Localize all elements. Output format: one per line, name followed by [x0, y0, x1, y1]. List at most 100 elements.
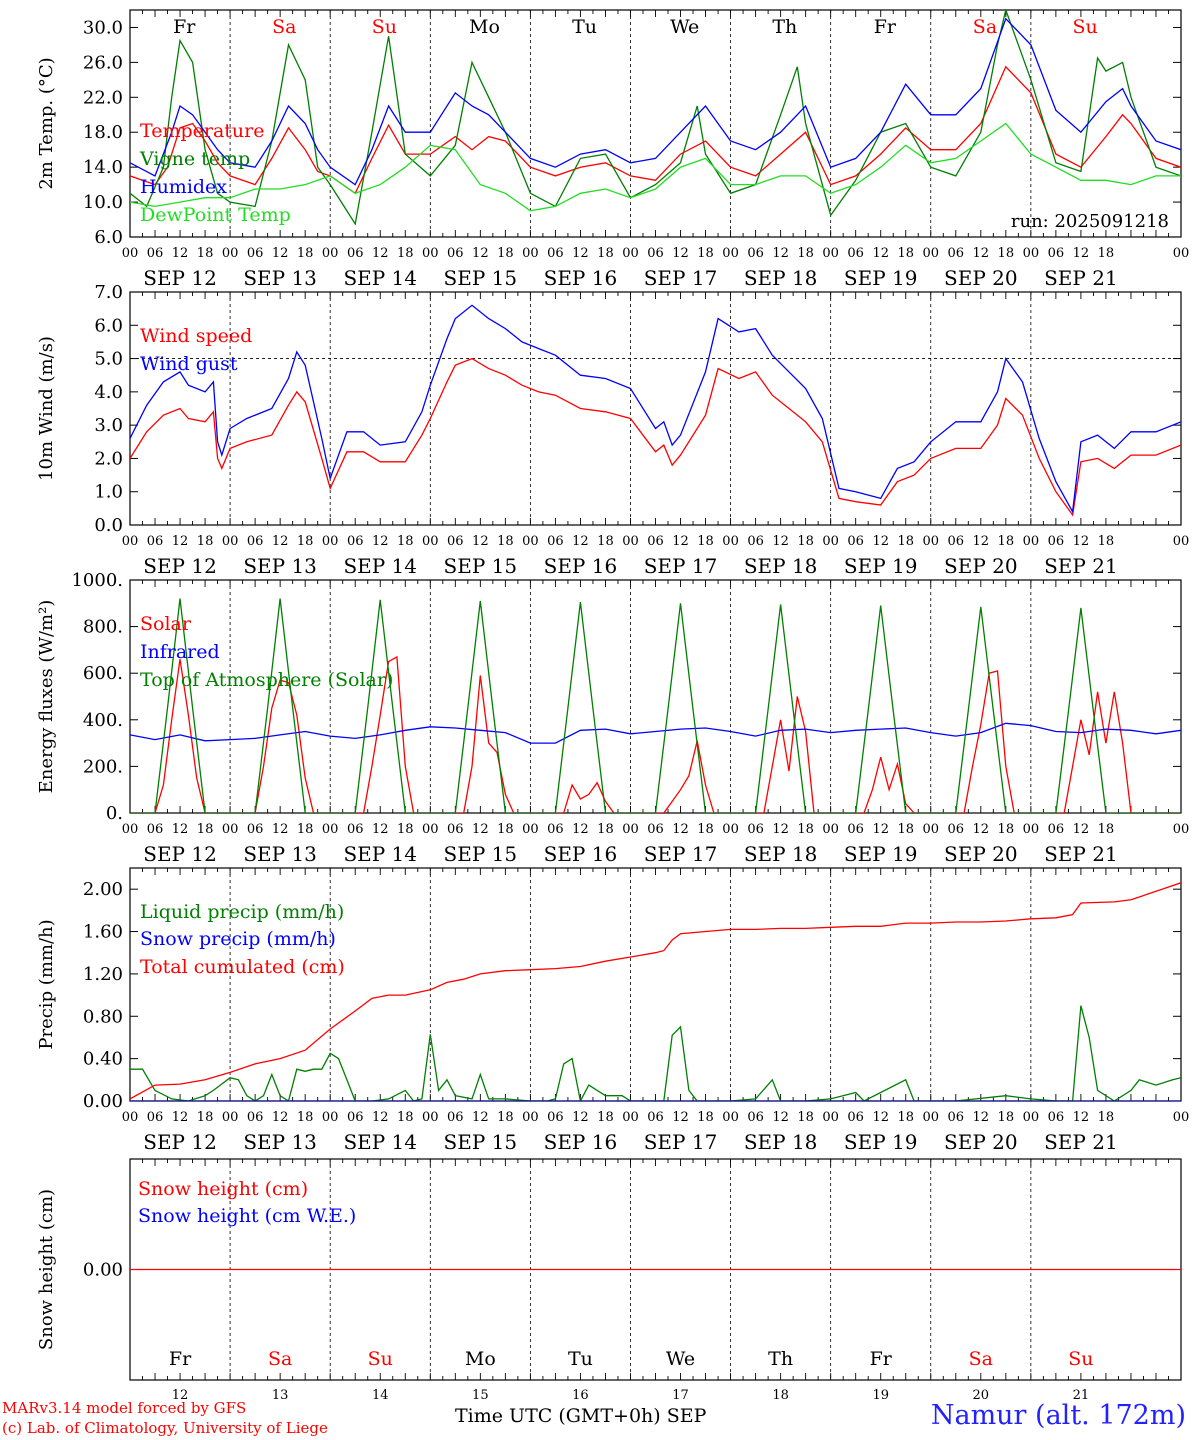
day-name: Fr — [870, 1348, 893, 1370]
date-label: SEP 19 — [844, 1130, 918, 1154]
hour-label: 12 — [872, 534, 889, 549]
day-name: Mo — [469, 16, 500, 38]
hour-label: 12 — [672, 822, 689, 837]
hour-label: 06 — [547, 534, 564, 549]
hour-label: 12 — [672, 1110, 689, 1125]
hour-label: 12 — [973, 822, 990, 837]
hour-label: 06 — [948, 246, 965, 261]
hour-label: 18 — [497, 534, 514, 549]
hour-label: 00 — [422, 1110, 439, 1125]
location-label: Namur (alt. 172m) — [930, 1400, 1186, 1431]
date-label: SEP 12 — [143, 266, 217, 290]
model-credit: MARv3.14 model forced by GFS — [2, 1399, 247, 1417]
day-name: Sa — [969, 1348, 993, 1370]
hour-label: 12 — [172, 1110, 189, 1125]
hour-label: 00 — [822, 822, 839, 837]
legend-entry: Infrared — [140, 641, 220, 663]
day-name: Fr — [874, 16, 897, 38]
hour-label: 18 — [597, 822, 614, 837]
hour-label: 00 — [122, 246, 139, 261]
series-line — [130, 122, 1181, 212]
legend-entry: Total cumulated (cm) — [140, 956, 345, 978]
day-name: Tu — [568, 1348, 593, 1370]
date-label: SEP 15 — [444, 1130, 518, 1154]
legend-entry: Snow height (cm W.E.) — [138, 1205, 356, 1227]
y-tick-label: 0.80 — [83, 1006, 123, 1027]
hour-label: 12 — [1073, 1110, 1090, 1125]
hour-label: 06 — [847, 246, 864, 261]
hour-label: 00 — [822, 534, 839, 549]
hour-label: 18 — [797, 822, 814, 837]
date-label: SEP 18 — [744, 842, 818, 866]
date-label: SEP 16 — [544, 842, 618, 866]
hour-label: 18 — [697, 534, 714, 549]
hour-label: 18 — [397, 1110, 414, 1125]
series-line — [130, 655, 1181, 813]
hour-label: 12 — [872, 246, 889, 261]
hour-label: 18 — [497, 1110, 514, 1125]
date-label: SEP 21 — [1044, 1130, 1118, 1154]
hour-label: 18 — [397, 534, 414, 549]
hour-label: 06 — [347, 534, 364, 549]
hour-label: 06 — [747, 1110, 764, 1125]
hour-label: 18 — [697, 822, 714, 837]
lab-credit: (c) Lab. of Climatology, University of L… — [2, 1419, 328, 1437]
series-line — [130, 1005, 1181, 1101]
hour-label: 00 — [822, 246, 839, 261]
hour-label: 00 — [322, 246, 339, 261]
hour-label: 12 — [772, 534, 789, 549]
date-label: SEP 15 — [444, 842, 518, 866]
date-label: SEP 12 — [143, 554, 217, 578]
date-label: SEP 17 — [644, 266, 718, 290]
date-label: SEP 16 — [544, 1130, 618, 1154]
date-label: SEP 14 — [343, 1130, 417, 1154]
y-axis-label: 10m Wind (m/s) — [36, 336, 57, 481]
hour-label: 06 — [447, 534, 464, 549]
day-name: Tu — [572, 16, 597, 38]
hour-label: 06 — [547, 822, 564, 837]
legend-entry: Humidex — [140, 176, 227, 198]
hour-label: 06 — [147, 246, 164, 261]
hour-label: 06 — [647, 822, 664, 837]
y-tick-label: 14.0 — [83, 157, 123, 178]
legend-entry: Snow height (cm) — [138, 1178, 308, 1200]
hour-label: 00 — [1173, 1110, 1190, 1125]
date-label: SEP 13 — [243, 554, 317, 578]
hour-label: 12 — [572, 822, 589, 837]
date-label: SEP 15 — [444, 554, 518, 578]
date-label: SEP 18 — [744, 554, 818, 578]
y-tick-label: 6.0 — [94, 315, 123, 336]
hour-label: 12 — [572, 1110, 589, 1125]
day-name: Mo — [465, 1348, 496, 1370]
hour-label: 18 — [597, 1110, 614, 1125]
y-axis-label: Snow height (cm) — [36, 1189, 57, 1350]
date-label: SEP 19 — [844, 266, 918, 290]
hour-label: 06 — [247, 246, 264, 261]
hour-label: 06 — [1048, 246, 1065, 261]
hour-label: 00 — [522, 534, 539, 549]
hour-label: 12 — [172, 246, 189, 261]
day-number: 19 — [872, 1388, 889, 1403]
y-tick-label: 7.0 — [94, 282, 123, 303]
day-name: Fr — [169, 1348, 192, 1370]
y-tick-label: 200. — [83, 756, 123, 777]
hour-label: 00 — [222, 534, 239, 549]
hour-label: 12 — [372, 534, 389, 549]
hour-label: 00 — [1173, 822, 1190, 837]
hour-label: 12 — [172, 822, 189, 837]
date-label: SEP 21 — [1044, 554, 1118, 578]
day-name: Th — [772, 16, 797, 38]
hour-label: 00 — [222, 246, 239, 261]
hour-label: 12 — [372, 822, 389, 837]
hour-label: 18 — [998, 246, 1015, 261]
y-tick-label: 800. — [83, 617, 123, 638]
hour-label: 12 — [872, 1110, 889, 1125]
hour-label: 18 — [597, 246, 614, 261]
hour-label: 06 — [1048, 534, 1065, 549]
hour-label: 00 — [322, 1110, 339, 1125]
hour-label: 06 — [647, 534, 664, 549]
hour-label: 18 — [197, 534, 214, 549]
hour-label: 12 — [472, 246, 489, 261]
hour-label: 18 — [197, 1110, 214, 1125]
